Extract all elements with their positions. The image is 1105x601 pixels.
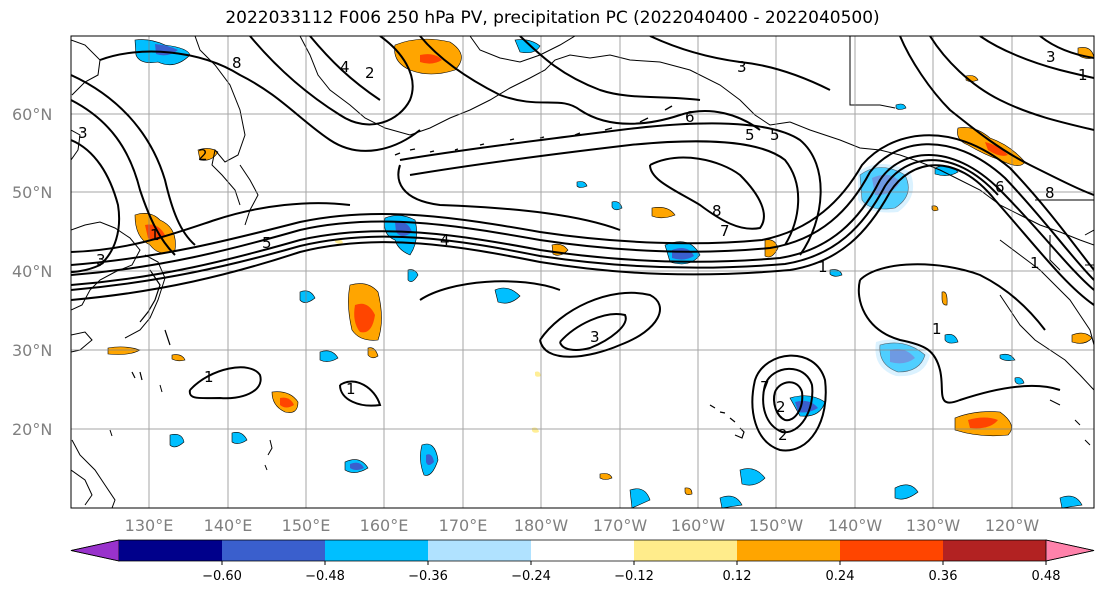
map-frame [70,35,1095,509]
contour-label: 1 [346,380,356,398]
contour-label: 1 [1078,66,1088,84]
lon-label: 140°W [828,516,883,535]
contour-label: 2 [198,146,208,164]
colorbar-segment [634,540,738,561]
lon-label: 120°W [985,516,1040,535]
map-title: 2022033112 F006 250 hPa PV, precipitatio… [225,8,880,28]
colorbar-segment [840,540,944,561]
contour-label: 1 [932,320,942,338]
contour-label: 1 [150,226,160,244]
colorbar-segment [943,540,1047,561]
lon-label: 170°E [439,516,488,535]
lon-label: 180°W [514,516,569,535]
colorbar-segment [737,540,841,561]
lon-label: 150°W [749,516,804,535]
lat-label: 20°N [12,420,52,439]
lon-label: 130°W [906,516,961,535]
lon-label: 160°W [671,516,726,535]
contour-label: 2 [365,64,375,82]
contour-labels: 8 4 2 3 2 1 5 4 6 3 5 8 7 3 1 1 1 1 7 2 … [78,48,1088,444]
colorbar-segment [428,540,532,561]
colorbar-segment [325,540,429,561]
pv-contours [71,36,1094,452]
lon-label: 130°E [125,516,174,535]
contour-label: 8 [232,54,242,72]
contour-label: 6 [685,108,695,126]
colorbar-tick-label: −0.60 [202,569,242,584]
colorbar: −0.60 −0.48 −0.36 −0.24 −0.12 0.12 0.24 0.36 0.4… [70,539,1095,584]
colorbar-tick-label: 0.24 [826,569,855,584]
colorbar-tick-label: −0.48 [305,569,345,584]
lat-label: 50°N [12,183,52,202]
colorbar-segment [222,540,326,561]
colorbar-tick-label: 0.36 [929,569,958,584]
colorbar-tick-label: −0.24 [511,569,551,584]
latitude-labels: 60°N 50°N 40°N 30°N 20°N [12,105,52,439]
contour-label: 8 [712,202,722,220]
map-plot-area [71,36,1094,508]
contour-label: 3 [1046,48,1056,66]
contour-label: 5 [745,126,755,144]
lon-label: 150°E [282,516,331,535]
contour-label: 7 [720,222,730,240]
contour-label: 3 [96,251,106,269]
colorbar-outline [70,539,1095,562]
contour-label: 1 [818,258,828,276]
colorbar-segment [119,540,223,561]
contour-label: 1 [204,368,214,386]
lat-label: 40°N [12,262,52,281]
contour-label: 3 [737,58,747,76]
colorbar-segment [531,540,635,561]
contour-label: 2 [776,398,786,416]
contour-label: 4 [340,58,350,76]
contour-label: 5 [770,126,780,144]
longitude-labels: 130°E 140°E 150°E 160°E 170°E 180°W 170°… [125,516,1040,535]
colorbar-tick-label: −0.36 [408,569,448,584]
colorbar-tick-label: −0.12 [614,569,654,584]
colorbar-tick-label: 0.48 [1032,569,1061,584]
lon-label: 160°E [360,516,409,535]
lat-label: 60°N [12,105,52,124]
colorbar-extend-low [70,539,120,562]
colorbar-tick-label: 0.12 [723,569,752,584]
contour-label: 3 [590,328,600,346]
contour-label: 2 [778,426,788,444]
lat-label: 30°N [12,341,52,360]
contour-label: 6 [995,178,1005,196]
contour-label: 4 [440,231,450,249]
contour-label: 1 [1030,254,1040,272]
lon-label: 170°W [593,516,648,535]
contour-label: 8 [1045,184,1055,202]
lon-label: 140°E [204,516,253,535]
colorbar-extend-high [1045,539,1095,562]
contour-label: 5 [262,234,272,252]
contour-label: 7 [760,378,770,396]
contour-label: 3 [78,124,88,142]
